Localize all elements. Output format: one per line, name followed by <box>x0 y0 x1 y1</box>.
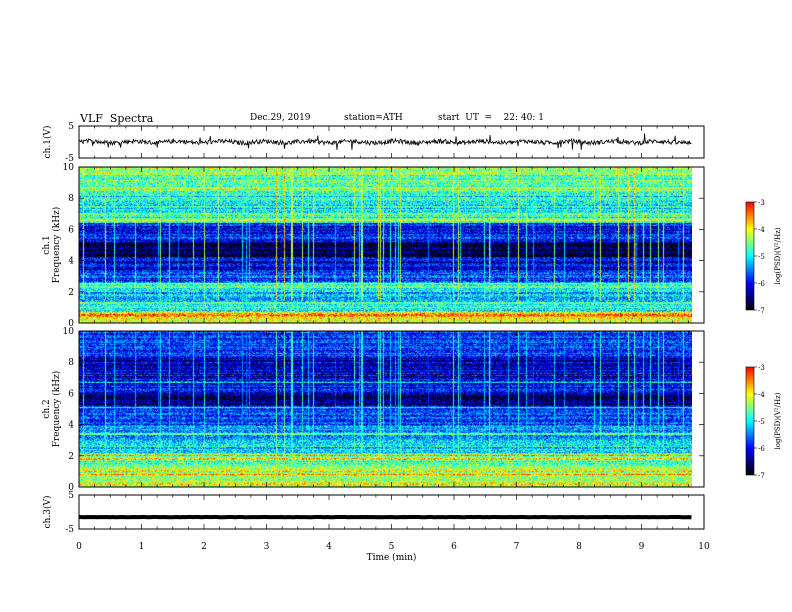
time-axis-tick-label: 4 <box>326 542 332 552</box>
ch2-spectrogram-colorbar-label: log(PSD)(V²/Hz) <box>774 392 782 449</box>
ch1-spectrogram-colorbar-label: log(PSD)(V²/Hz) <box>774 227 782 284</box>
time-axis-tick-label: 3 <box>264 542 270 552</box>
ch1-spectrogram-colorbar <box>745 201 755 311</box>
ch1-spectrogram-colorbar-tick-label: -5 <box>758 253 765 261</box>
ch1-spectrogram-ytick-label: 8 <box>68 194 74 204</box>
ch1-spectrogram-colorbar-tick-label: -7 <box>758 307 765 315</box>
ch1-waveform-ylabel: ch.1(V) <box>42 126 53 159</box>
ch1-spectrogram-ytick-label: 2 <box>68 288 74 298</box>
ch1-waveform-ytick-label: 5 <box>68 122 74 132</box>
date-label: Dec.29, 2019 <box>250 113 311 123</box>
ch3-waveform-ytick-label: -5 <box>65 525 74 535</box>
time-axis-tick-label: 2 <box>201 542 207 552</box>
ch2-spectrogram-heatmap-image <box>79 331 692 487</box>
ch1-spectrogram-heatmap-image <box>79 167 692 323</box>
time-axis-tick-label: 1 <box>139 542 145 552</box>
figure-title: VLF Spectra <box>80 112 154 125</box>
ch2-spectrogram-ytick-label: 0 <box>68 483 74 493</box>
ch1-spectrogram-colorbar-tick-label: -4 <box>758 226 765 234</box>
time-axis-tick-label: 10 <box>698 542 710 552</box>
ch1-spectrogram-colorbar-tick-label: -6 <box>758 280 765 288</box>
ch2-spectrogram-ytick-label: 10 <box>63 327 75 337</box>
ch1-spectrogram-channel-label: ch.1 <box>42 235 52 254</box>
ch1-waveform-line <box>78 133 692 150</box>
ch1-spectrogram-ytick-label: 10 <box>63 163 75 173</box>
start-time-label: start UT = 22: 40: 1 <box>438 113 544 123</box>
ch2-spectrogram-colorbar-tick-label: -3 <box>758 364 765 372</box>
time-axis-tick-label: 7 <box>514 542 520 552</box>
time-axis-label: Time (min) <box>367 552 417 563</box>
ch3-waveform-ylabel: ch.3(V) <box>42 496 53 529</box>
ch1-spectrogram-ylabel: Frequency (kHz) <box>51 207 62 284</box>
ch2-spectrogram-ytick-label: 6 <box>68 389 74 399</box>
time-axis-tick-label: 9 <box>639 542 645 552</box>
time-axis-tick-label: 6 <box>451 542 457 552</box>
time-axis-tick-label: 8 <box>576 542 582 552</box>
ch1-spectrogram-ytick-label: 0 <box>68 319 74 329</box>
ch2-spectrogram-ytick-label: 4 <box>68 421 74 431</box>
ch2-spectrogram-colorbar-tick-label: -5 <box>758 418 765 426</box>
ch1-spectrogram-colorbar-tick-label: -3 <box>758 199 765 207</box>
ch2-spectrogram-colorbar-tick-label: -6 <box>758 445 765 453</box>
ch3-waveform-ytick-label: 5 <box>68 491 74 501</box>
station-label: station=ATH <box>344 113 403 123</box>
ch2-spectrogram-colorbar-tick-label: -7 <box>758 472 765 480</box>
ch2-spectrogram-ylabel: Frequency (kHz) <box>51 371 62 448</box>
ch3-waveform-frame <box>78 494 705 530</box>
ch2-spectrogram-ytick-label: 8 <box>68 358 74 368</box>
ch1-waveform-ytick-label: -5 <box>65 154 74 164</box>
ch2-spectrogram-colorbar-tick-label: -4 <box>758 391 765 399</box>
ch2-spectrogram-ytick-label: 2 <box>68 452 74 462</box>
ch2-spectrogram-channel-label: ch.2 <box>42 399 52 418</box>
ch1-spectrogram-ytick-label: 6 <box>68 225 74 235</box>
time-axis-tick-label: 0 <box>76 542 82 552</box>
time-axis-tick-label: 5 <box>389 542 395 552</box>
ch2-spectrogram-colorbar <box>745 366 755 476</box>
ch1-spectrogram-ytick-label: 4 <box>68 257 74 267</box>
